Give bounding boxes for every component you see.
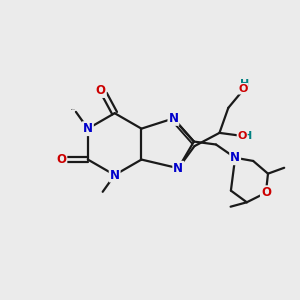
Text: O: O <box>56 153 66 166</box>
Text: H: H <box>240 79 249 89</box>
Text: N: N <box>230 151 240 164</box>
Text: methyl: methyl <box>71 109 76 110</box>
Text: O: O <box>261 186 271 199</box>
Text: H: H <box>243 131 253 141</box>
Text: O: O <box>238 84 248 94</box>
Text: N: N <box>168 112 178 125</box>
Text: O: O <box>96 84 106 97</box>
Text: O: O <box>238 131 247 141</box>
Text: N: N <box>110 169 120 182</box>
Text: N: N <box>83 122 93 135</box>
Text: N: N <box>173 162 183 175</box>
